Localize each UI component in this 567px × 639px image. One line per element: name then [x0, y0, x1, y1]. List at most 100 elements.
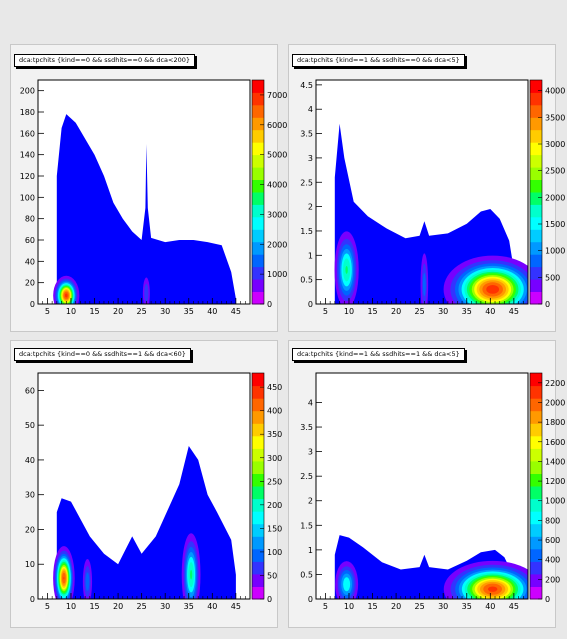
z-tick-label: 50 [267, 571, 277, 580]
x-tick-label: 25 [415, 602, 425, 611]
z-tick-label: 800 [545, 516, 560, 525]
color-scale-band [530, 573, 542, 587]
color-scale-band [530, 536, 542, 550]
color-scale-band [530, 498, 542, 512]
color-scale-frame [251, 79, 265, 305]
x-tick-label: 15 [367, 307, 377, 316]
y-tick-label: 3.5 [300, 423, 313, 432]
y-tick-label: 60 [25, 386, 35, 395]
color-scale-band [530, 104, 542, 118]
x-tick-label: 5 [45, 307, 50, 316]
y-tick-label: 0.5 [300, 570, 313, 579]
color-scale-band [530, 548, 542, 562]
y-tick-label: 80 [25, 215, 35, 224]
y-tick-label: 0.5 [300, 276, 313, 285]
color-scale-band [530, 448, 542, 462]
x-tick-label: 45 [231, 602, 241, 611]
y-tick-label: 50 [25, 421, 35, 430]
color-scale-band [530, 241, 542, 255]
color-scale-band [252, 511, 264, 525]
color-scale-band [530, 179, 542, 193]
color-scale-band [252, 104, 264, 118]
y-tick-label: 0 [308, 300, 313, 309]
color-scale-band [530, 523, 542, 537]
x-tick-label: 30 [160, 602, 170, 611]
color-scale-band [530, 154, 542, 168]
color-scale-band [530, 586, 542, 600]
z-tick-label: 400 [267, 407, 282, 416]
x-tick-label: 10 [66, 602, 76, 611]
color-scale-band [252, 279, 264, 292]
y-tick-label: 1 [308, 251, 313, 260]
x-tick-label: 10 [66, 307, 76, 316]
plot-frame [315, 79, 529, 305]
z-tick-label: 4000 [267, 181, 287, 190]
color-scale-band [530, 435, 542, 449]
x-tick-label: 25 [137, 307, 147, 316]
contour-outline [56, 114, 236, 304]
y-tick-label: 120 [20, 172, 35, 181]
z-tick-label: 2200 [545, 379, 565, 388]
y-tick-label: 1.5 [300, 521, 313, 530]
y-tick-label: 0 [308, 595, 313, 604]
z-tick-label: 2000 [545, 398, 565, 407]
x-tick-label: 35 [184, 307, 194, 316]
plot-frame [37, 79, 251, 305]
color-scale-band [530, 279, 542, 292]
color-scale-band [530, 291, 542, 305]
z-tick-label: 0 [545, 300, 550, 309]
x-tick-label: 45 [231, 307, 241, 316]
plot-title: dca:tpchits {kind==0 && ssdhits==1 && dc… [14, 348, 191, 361]
color-scale-band [530, 142, 542, 156]
color-scale-band [252, 498, 264, 512]
color-scale-band [252, 291, 264, 305]
y-tick-label: 160 [20, 129, 35, 138]
color-scale-band [252, 204, 264, 218]
z-tick-label: 300 [267, 454, 282, 463]
color-scale-band [252, 398, 264, 412]
z-tick-label: 450 [267, 383, 282, 392]
y-tick-label: 20 [25, 279, 35, 288]
color-scale-band [252, 548, 264, 562]
color-scale-band [530, 80, 542, 93]
x-tick-label: 45 [509, 602, 519, 611]
x-tick-label: 45 [509, 307, 519, 316]
z-tick-label: 500 [545, 273, 560, 282]
y-tick-label: 3 [308, 448, 313, 457]
z-tick-label: 2000 [545, 193, 565, 202]
color-scale-frame [529, 372, 543, 600]
color-scale-band [252, 573, 264, 587]
x-tick-label: 20 [113, 307, 123, 316]
color-scale-band [530, 229, 542, 243]
y-tick-label: 60 [25, 236, 35, 245]
z-tick-label: 3000 [267, 210, 287, 219]
contour-layer [334, 535, 528, 599]
contour-level [343, 577, 351, 592]
color-scale-band [252, 435, 264, 449]
z-tick-label: 3000 [545, 140, 565, 149]
contour-outline [334, 123, 514, 304]
z-tick-label: 2000 [267, 240, 287, 249]
contour-level [486, 284, 500, 294]
color-scale-band [530, 373, 542, 387]
color-scale-band [530, 385, 542, 399]
color-scale-band [252, 385, 264, 399]
y-tick-label: 40 [25, 257, 35, 266]
y-tick-label: 4.5 [300, 81, 313, 90]
color-scale-band [252, 80, 264, 93]
color-scale-frame [529, 79, 543, 305]
y-tick-label: 2 [308, 203, 313, 212]
contour-level [345, 266, 348, 274]
color-scale-band [530, 511, 542, 525]
z-tick-label: 2500 [545, 167, 565, 176]
plot-title: dca:tpchits {kind==1 && ssdhits==0 && dc… [292, 54, 465, 67]
color-scale-band [252, 241, 264, 255]
z-tick-label: 0 [545, 595, 550, 604]
x-tick-label: 35 [184, 602, 194, 611]
color-scale-band [530, 204, 542, 218]
y-tick-label: 40 [25, 456, 35, 465]
color-scale-band [252, 473, 264, 487]
z-tick-label: 150 [267, 524, 282, 533]
y-tick-label: 0 [30, 300, 35, 309]
